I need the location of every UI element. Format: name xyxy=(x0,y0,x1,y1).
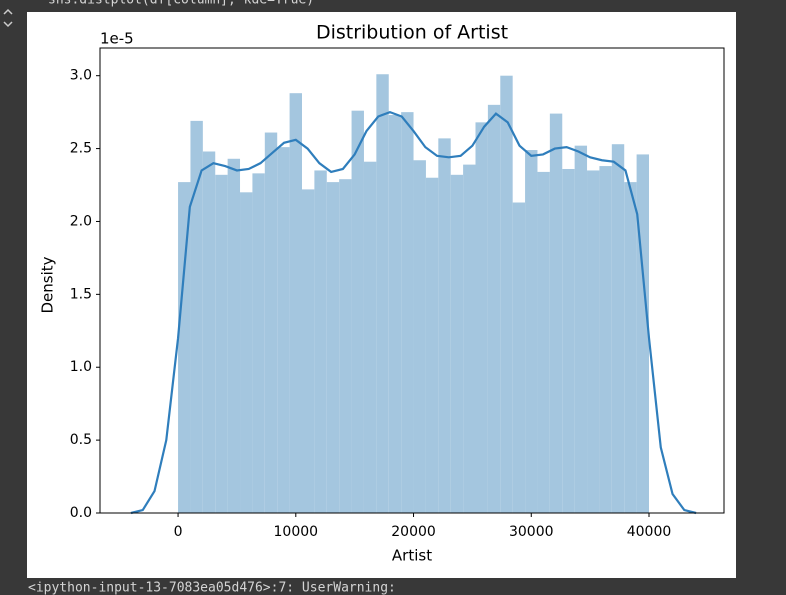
histogram-bar xyxy=(326,182,340,514)
y-tick-label: 3.0 xyxy=(70,68,92,84)
histogram-bar xyxy=(463,164,476,513)
histogram-bar xyxy=(574,145,588,513)
histogram-bar xyxy=(363,161,377,513)
histogram-bar xyxy=(425,177,439,514)
histogram-bar xyxy=(525,150,538,514)
axes-frame xyxy=(99,47,725,514)
y-tick-label: 0.0 xyxy=(70,505,92,521)
x-tick-label: 0 xyxy=(174,524,183,540)
y-tick-label: 0.5 xyxy=(70,432,92,448)
x-tick-label: 20000 xyxy=(391,524,436,540)
histogram-bar xyxy=(240,192,253,513)
histogram-bar xyxy=(314,170,327,514)
histogram-bar xyxy=(487,104,501,513)
chart-title: Distribution of Artist xyxy=(316,22,508,44)
histogram-bar xyxy=(401,112,414,513)
x-tick-label: 10000 xyxy=(274,524,319,540)
histogram-bar xyxy=(215,174,228,513)
histogram-bar xyxy=(264,132,278,513)
histogram-bar xyxy=(413,160,426,513)
histogram-bar xyxy=(599,166,612,514)
histogram-bar xyxy=(388,115,402,514)
y-axis-label: Density xyxy=(39,256,57,313)
histogram-bar xyxy=(624,182,637,514)
kde-line xyxy=(130,110,697,515)
histogram-bar xyxy=(252,173,265,513)
histogram-bar xyxy=(178,182,191,514)
histogram-bar xyxy=(376,74,389,513)
histogram-bar xyxy=(190,120,203,514)
histogram-bar xyxy=(475,122,488,514)
histogram-bar xyxy=(227,158,241,513)
y-tick-label: 1.5 xyxy=(70,286,92,302)
y-tick-label: 2.0 xyxy=(70,213,92,229)
histogram-bar xyxy=(636,154,650,514)
histogram-bar xyxy=(289,93,302,514)
histogram-bar xyxy=(587,170,600,514)
x-tick-label: 30000 xyxy=(509,524,554,540)
histogram-bar xyxy=(537,171,550,513)
histogram-bar xyxy=(512,202,526,513)
code-line: sns.distplot(df[column], kde=True) xyxy=(48,0,314,8)
collapse-icon[interactable] xyxy=(3,8,13,28)
histogram-bar xyxy=(202,151,216,513)
histogram-bar xyxy=(562,168,575,513)
histogram-bar xyxy=(611,144,625,513)
histogram-bar xyxy=(500,75,513,513)
histogram-bar xyxy=(301,189,315,513)
histogram-bar xyxy=(351,110,364,514)
histogram-bar xyxy=(339,179,352,513)
x-axis-label: Artist xyxy=(392,547,432,565)
x-tick-label: 40000 xyxy=(627,524,672,540)
histogram-bar xyxy=(438,138,451,514)
histogram-bar xyxy=(450,174,464,513)
y-tick-label: 1.0 xyxy=(70,359,92,375)
y-tick-label: 2.5 xyxy=(70,141,92,157)
histogram-bar xyxy=(277,147,290,513)
warning-text: <ipython-input-13-7083ea05d476>:7: UserW… xyxy=(28,581,396,595)
histogram-bar xyxy=(549,113,563,513)
scale-label: 1e-5 xyxy=(100,30,134,48)
